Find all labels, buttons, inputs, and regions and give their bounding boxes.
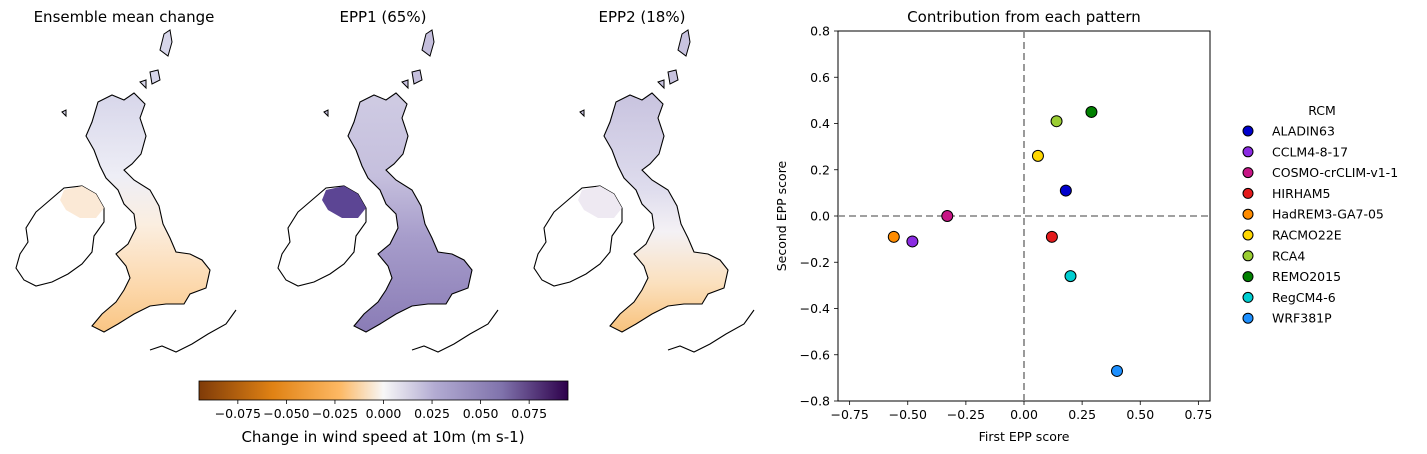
colorbar-tick-label: 0.000 xyxy=(366,406,402,421)
colorbar-tick-label: −0.050 xyxy=(263,406,309,421)
legend-marker xyxy=(1242,312,1254,324)
legend-marker xyxy=(1242,271,1254,283)
legend-marker xyxy=(1242,167,1254,179)
scatter-point-cosmo-crclim-v1-1 xyxy=(941,210,954,222)
colorbar-tick-label: −0.075 xyxy=(215,406,261,421)
legend-marker xyxy=(1242,229,1254,241)
legend-label: COSMO-crCLIM-v1-1 xyxy=(1272,165,1398,180)
legend-marker xyxy=(1242,250,1254,262)
scatter-point-aladin63 xyxy=(1059,184,1072,197)
legend-label: RegCM4-6 xyxy=(1272,290,1336,305)
scatter-point-rca4 xyxy=(1050,115,1063,128)
legend-marker xyxy=(1242,187,1254,199)
map-epp2: EPP2 (18%) xyxy=(533,8,755,353)
y-tick-label: −0.6 xyxy=(800,347,830,362)
legend-label: HIRHAM5 xyxy=(1272,186,1330,201)
scatter-chart: Contribution from each pattern −0.75 −0.5… xyxy=(774,8,1212,444)
colorbar-tick-label: 0.075 xyxy=(511,406,547,421)
colorbar-ticks: −0.075 −0.050 −0.025 0.000 0.025 0.050 0.075 xyxy=(215,400,547,421)
france-coast-line xyxy=(667,309,755,353)
scatter-point-cclm4-8-17 xyxy=(906,235,919,248)
legend-marker xyxy=(1242,208,1254,220)
legend-label: ALADIN63 xyxy=(1272,124,1335,139)
france-coast-line xyxy=(149,309,237,353)
colorbar: −0.075 −0.050 −0.025 0.000 0.025 0.050 0.075 C… xyxy=(198,380,569,446)
france-coast-line xyxy=(411,309,499,353)
map-title-epp1: EPP1 (65%) xyxy=(340,8,427,26)
great-britain-fill xyxy=(85,92,211,333)
legend-label: HadREM3-GA7-05 xyxy=(1272,207,1384,222)
legend: RCM ALADIN63 CCLM4-8-17 COSMO-crCLIM-v1-1 H… xyxy=(1242,103,1398,326)
x-axis-ticks: −0.75 −0.50 −0.25 0.00 0.25 0.50 0.75 xyxy=(830,401,1212,422)
scatter-points xyxy=(887,105,1123,377)
scatter-point-remo2015 xyxy=(1085,105,1098,118)
y-axis-label: Second EPP score xyxy=(774,160,789,271)
y-tick-label: 0.6 xyxy=(810,70,830,85)
legend-label: WRF381P xyxy=(1272,311,1332,326)
x-tick-label: 0.75 xyxy=(1184,407,1212,422)
colorbar-gradient xyxy=(198,380,569,401)
map-title-epp2: EPP2 (18%) xyxy=(599,8,686,26)
scatter-point-wrf381p xyxy=(1111,364,1123,377)
y-tick-label: 0.8 xyxy=(810,24,830,39)
x-tick-label: 0.00 xyxy=(1010,407,1038,422)
colorbar-tick-label: −0.025 xyxy=(312,406,358,421)
scatter-point-hadrem3-ga7-05 xyxy=(887,230,900,243)
scatter-point-hirham5 xyxy=(1045,230,1058,243)
chart-title: Contribution from each pattern xyxy=(907,8,1141,26)
y-tick-label: −0.4 xyxy=(800,301,830,316)
scatter-point-racmo22e xyxy=(1031,149,1044,162)
x-tick-label: −0.25 xyxy=(947,407,985,422)
x-axis-label: First EPP score xyxy=(979,429,1070,444)
y-tick-label: 0.4 xyxy=(810,116,830,131)
legend-items: ALADIN63 CCLM4-8-17 COSMO-crCLIM-v1-1 HIRHA… xyxy=(1242,124,1398,326)
map-epp1: EPP1 (65%) xyxy=(277,8,499,353)
scatter-point-regcm4-6 xyxy=(1064,270,1077,283)
legend-title: RCM xyxy=(1308,103,1336,118)
x-tick-label: 0.50 xyxy=(1126,407,1154,422)
y-tick-label: 0.2 xyxy=(810,162,830,177)
colorbar-tick-label: 0.050 xyxy=(463,406,499,421)
legend-marker xyxy=(1242,291,1254,303)
x-tick-label: −0.75 xyxy=(830,407,868,422)
legend-label: RCA4 xyxy=(1272,248,1305,263)
great-britain-fill xyxy=(603,92,729,333)
map-title-ensemble-mean: Ensemble mean change xyxy=(34,8,215,26)
y-tick-label: −0.2 xyxy=(800,255,830,270)
reference-lines xyxy=(838,31,1210,401)
legend-marker xyxy=(1242,146,1254,158)
colorbar-tick-label: 0.025 xyxy=(414,406,450,421)
y-axis-ticks: −0.8 −0.6 −0.4 −0.2 0.0 0.2 0.4 0.6 0.8 xyxy=(800,24,838,409)
x-tick-label: −0.50 xyxy=(889,407,927,422)
legend-label: REMO2015 xyxy=(1272,269,1341,284)
y-tick-label: 0.0 xyxy=(810,209,830,224)
legend-label: RACMO22E xyxy=(1272,228,1342,243)
x-tick-label: 0.25 xyxy=(1068,407,1096,422)
legend-marker xyxy=(1242,125,1254,137)
colorbar-label: Change in wind speed at 10m (m s-1) xyxy=(241,428,524,446)
great-britain-fill xyxy=(347,92,473,333)
legend-label: CCLM4-8-17 xyxy=(1272,144,1348,159)
map-ensemble-mean: Ensemble mean change xyxy=(15,8,237,353)
y-tick-label: −0.8 xyxy=(800,394,830,409)
